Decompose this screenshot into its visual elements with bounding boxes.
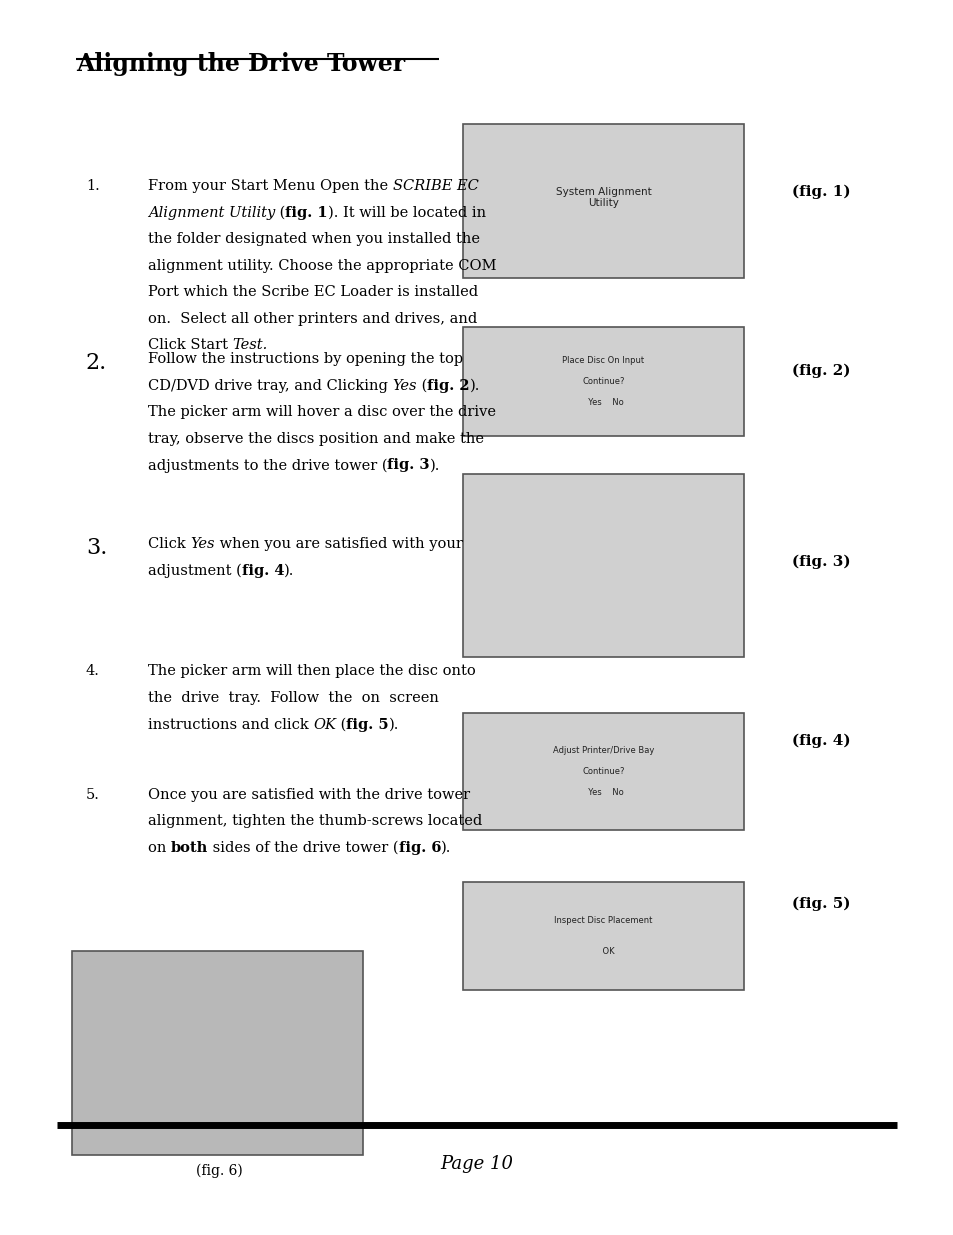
- Text: fig. 2: fig. 2: [427, 379, 469, 393]
- Text: adjustment (: adjustment (: [148, 563, 241, 578]
- Text: (fig. 4): (fig. 4): [791, 734, 849, 748]
- FancyBboxPatch shape: [462, 124, 743, 278]
- Text: ). It will be located in: ). It will be located in: [328, 206, 486, 220]
- Text: ).: ).: [389, 718, 399, 731]
- Text: Place Disc On Input

Continue?

  Yes    No: Place Disc On Input Continue? Yes No: [561, 357, 644, 406]
- FancyBboxPatch shape: [462, 882, 743, 990]
- Text: (fig. 2): (fig. 2): [791, 363, 849, 378]
- FancyBboxPatch shape: [462, 713, 743, 830]
- Text: fig. 1: fig. 1: [285, 206, 328, 220]
- Text: (: (: [274, 206, 285, 220]
- Text: Alignment Utility: Alignment Utility: [148, 206, 274, 220]
- Text: fig. 3: fig. 3: [387, 458, 430, 472]
- Text: 3.: 3.: [86, 537, 107, 559]
- Text: adjustments to the drive tower (: adjustments to the drive tower (: [148, 458, 387, 473]
- Text: The picker arm will then place the disc onto: The picker arm will then place the disc …: [148, 664, 476, 678]
- Text: tray, observe the discs position and make the: tray, observe the discs position and mak…: [148, 432, 483, 446]
- Text: 1.: 1.: [86, 179, 99, 193]
- Text: both: both: [171, 841, 208, 855]
- Text: OK: OK: [313, 718, 335, 731]
- Text: Inspect Disc Placement


    OK: Inspect Disc Placement OK: [554, 916, 652, 956]
- Text: alignment, tighten the thumb-screws located: alignment, tighten the thumb-screws loca…: [148, 815, 481, 829]
- Text: fig. 6: fig. 6: [398, 841, 440, 855]
- Text: Click Start: Click Start: [148, 338, 233, 352]
- Text: ).: ).: [440, 841, 451, 855]
- Text: Port which the Scribe EC Loader is installed: Port which the Scribe EC Loader is insta…: [148, 285, 477, 299]
- Text: alignment utility. Choose the appropriate COM: alignment utility. Choose the appropriat…: [148, 259, 496, 273]
- Text: (fig. 1): (fig. 1): [791, 184, 849, 199]
- FancyBboxPatch shape: [462, 474, 743, 657]
- Text: (: (: [335, 718, 346, 731]
- Text: Page 10: Page 10: [440, 1155, 513, 1173]
- Text: Follow the instructions by opening the top: Follow the instructions by opening the t…: [148, 352, 462, 366]
- Text: instructions and click: instructions and click: [148, 718, 313, 731]
- Text: From your Start Menu Open the: From your Start Menu Open the: [148, 179, 393, 193]
- Text: fig. 5: fig. 5: [346, 718, 389, 731]
- Text: The picker arm will hover a disc over the drive: The picker arm will hover a disc over th…: [148, 405, 496, 419]
- FancyBboxPatch shape: [71, 951, 362, 1155]
- Text: 4.: 4.: [86, 664, 100, 678]
- Text: Yes: Yes: [190, 537, 214, 551]
- Text: when you are satisfied with your: when you are satisfied with your: [214, 537, 462, 551]
- Text: the folder designated when you installed the: the folder designated when you installed…: [148, 232, 479, 246]
- Text: Adjust Printer/Drive Bay

Continue?

  Yes    No: Adjust Printer/Drive Bay Continue? Yes N…: [552, 746, 654, 797]
- Text: 5.: 5.: [86, 788, 100, 802]
- Text: on.  Select all other printers and drives, and: on. Select all other printers and drives…: [148, 312, 476, 326]
- Text: ).: ).: [284, 563, 294, 578]
- Text: fig. 4: fig. 4: [241, 563, 284, 578]
- Text: ).: ).: [430, 458, 439, 472]
- Text: (fig. 3): (fig. 3): [791, 555, 849, 569]
- Text: Yes: Yes: [392, 379, 416, 393]
- Text: ).: ).: [469, 379, 479, 393]
- Text: CD/DVD drive tray, and Clicking: CD/DVD drive tray, and Clicking: [148, 379, 392, 393]
- Text: (: (: [416, 379, 427, 393]
- Text: (fig. 5): (fig. 5): [791, 897, 849, 911]
- Text: sides of the drive tower (: sides of the drive tower (: [208, 841, 398, 855]
- Text: Aligning the Drive Tower: Aligning the Drive Tower: [76, 52, 405, 75]
- Text: (fig. 6): (fig. 6): [195, 1163, 243, 1178]
- FancyBboxPatch shape: [462, 327, 743, 436]
- Text: on: on: [148, 841, 171, 855]
- Text: Once you are satisfied with the drive tower: Once you are satisfied with the drive to…: [148, 788, 470, 802]
- Text: System Alignment
Utility: System Alignment Utility: [555, 186, 651, 209]
- Text: 2.: 2.: [86, 352, 107, 374]
- Text: the  drive  tray.  Follow  the  on  screen: the drive tray. Follow the on screen: [148, 692, 438, 705]
- Text: SCRIBE EC: SCRIBE EC: [393, 179, 478, 193]
- Text: Test.: Test.: [233, 338, 268, 352]
- Text: Click: Click: [148, 537, 190, 551]
